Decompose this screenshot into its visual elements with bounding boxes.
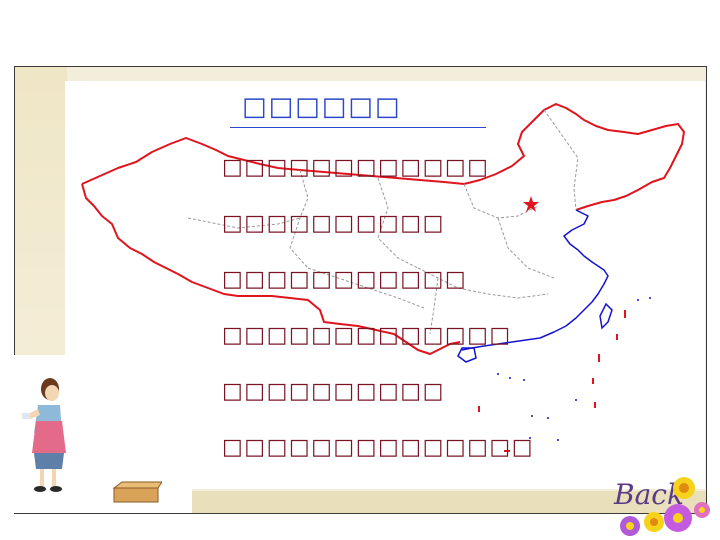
map-hainan	[457, 347, 477, 363]
heading-underline	[230, 127, 486, 128]
slide-heading: □□□□□□	[242, 92, 402, 122]
text-line-4: □□□□□□□□□□□□□	[222, 323, 512, 348]
map-taiwan	[599, 302, 613, 330]
woman-cleaning-illustration	[22, 378, 66, 492]
text-line-5: □□□□□□□□□□	[222, 379, 445, 404]
map-island-dots	[497, 297, 651, 441]
back-button[interactable]: Back	[606, 470, 716, 540]
flower-decoration-icon	[620, 477, 710, 536]
map-province-lines	[187, 109, 579, 335]
wooden-box-icon	[112, 481, 162, 503]
map-land-border	[81, 103, 685, 355]
text-line-3: □□□□□□□□□□□	[222, 267, 468, 292]
map-coastline	[461, 209, 609, 351]
text-line-6: □□□□□□□□□□□□□□	[222, 435, 535, 460]
map-south-sea-islands	[478, 310, 626, 452]
china-map	[81, 103, 685, 452]
text-line-2: □□□□□□□□□□	[222, 211, 445, 236]
map-capital-star	[523, 196, 539, 212]
text-line-1: □□□□□□□□□□□□	[222, 155, 490, 180]
